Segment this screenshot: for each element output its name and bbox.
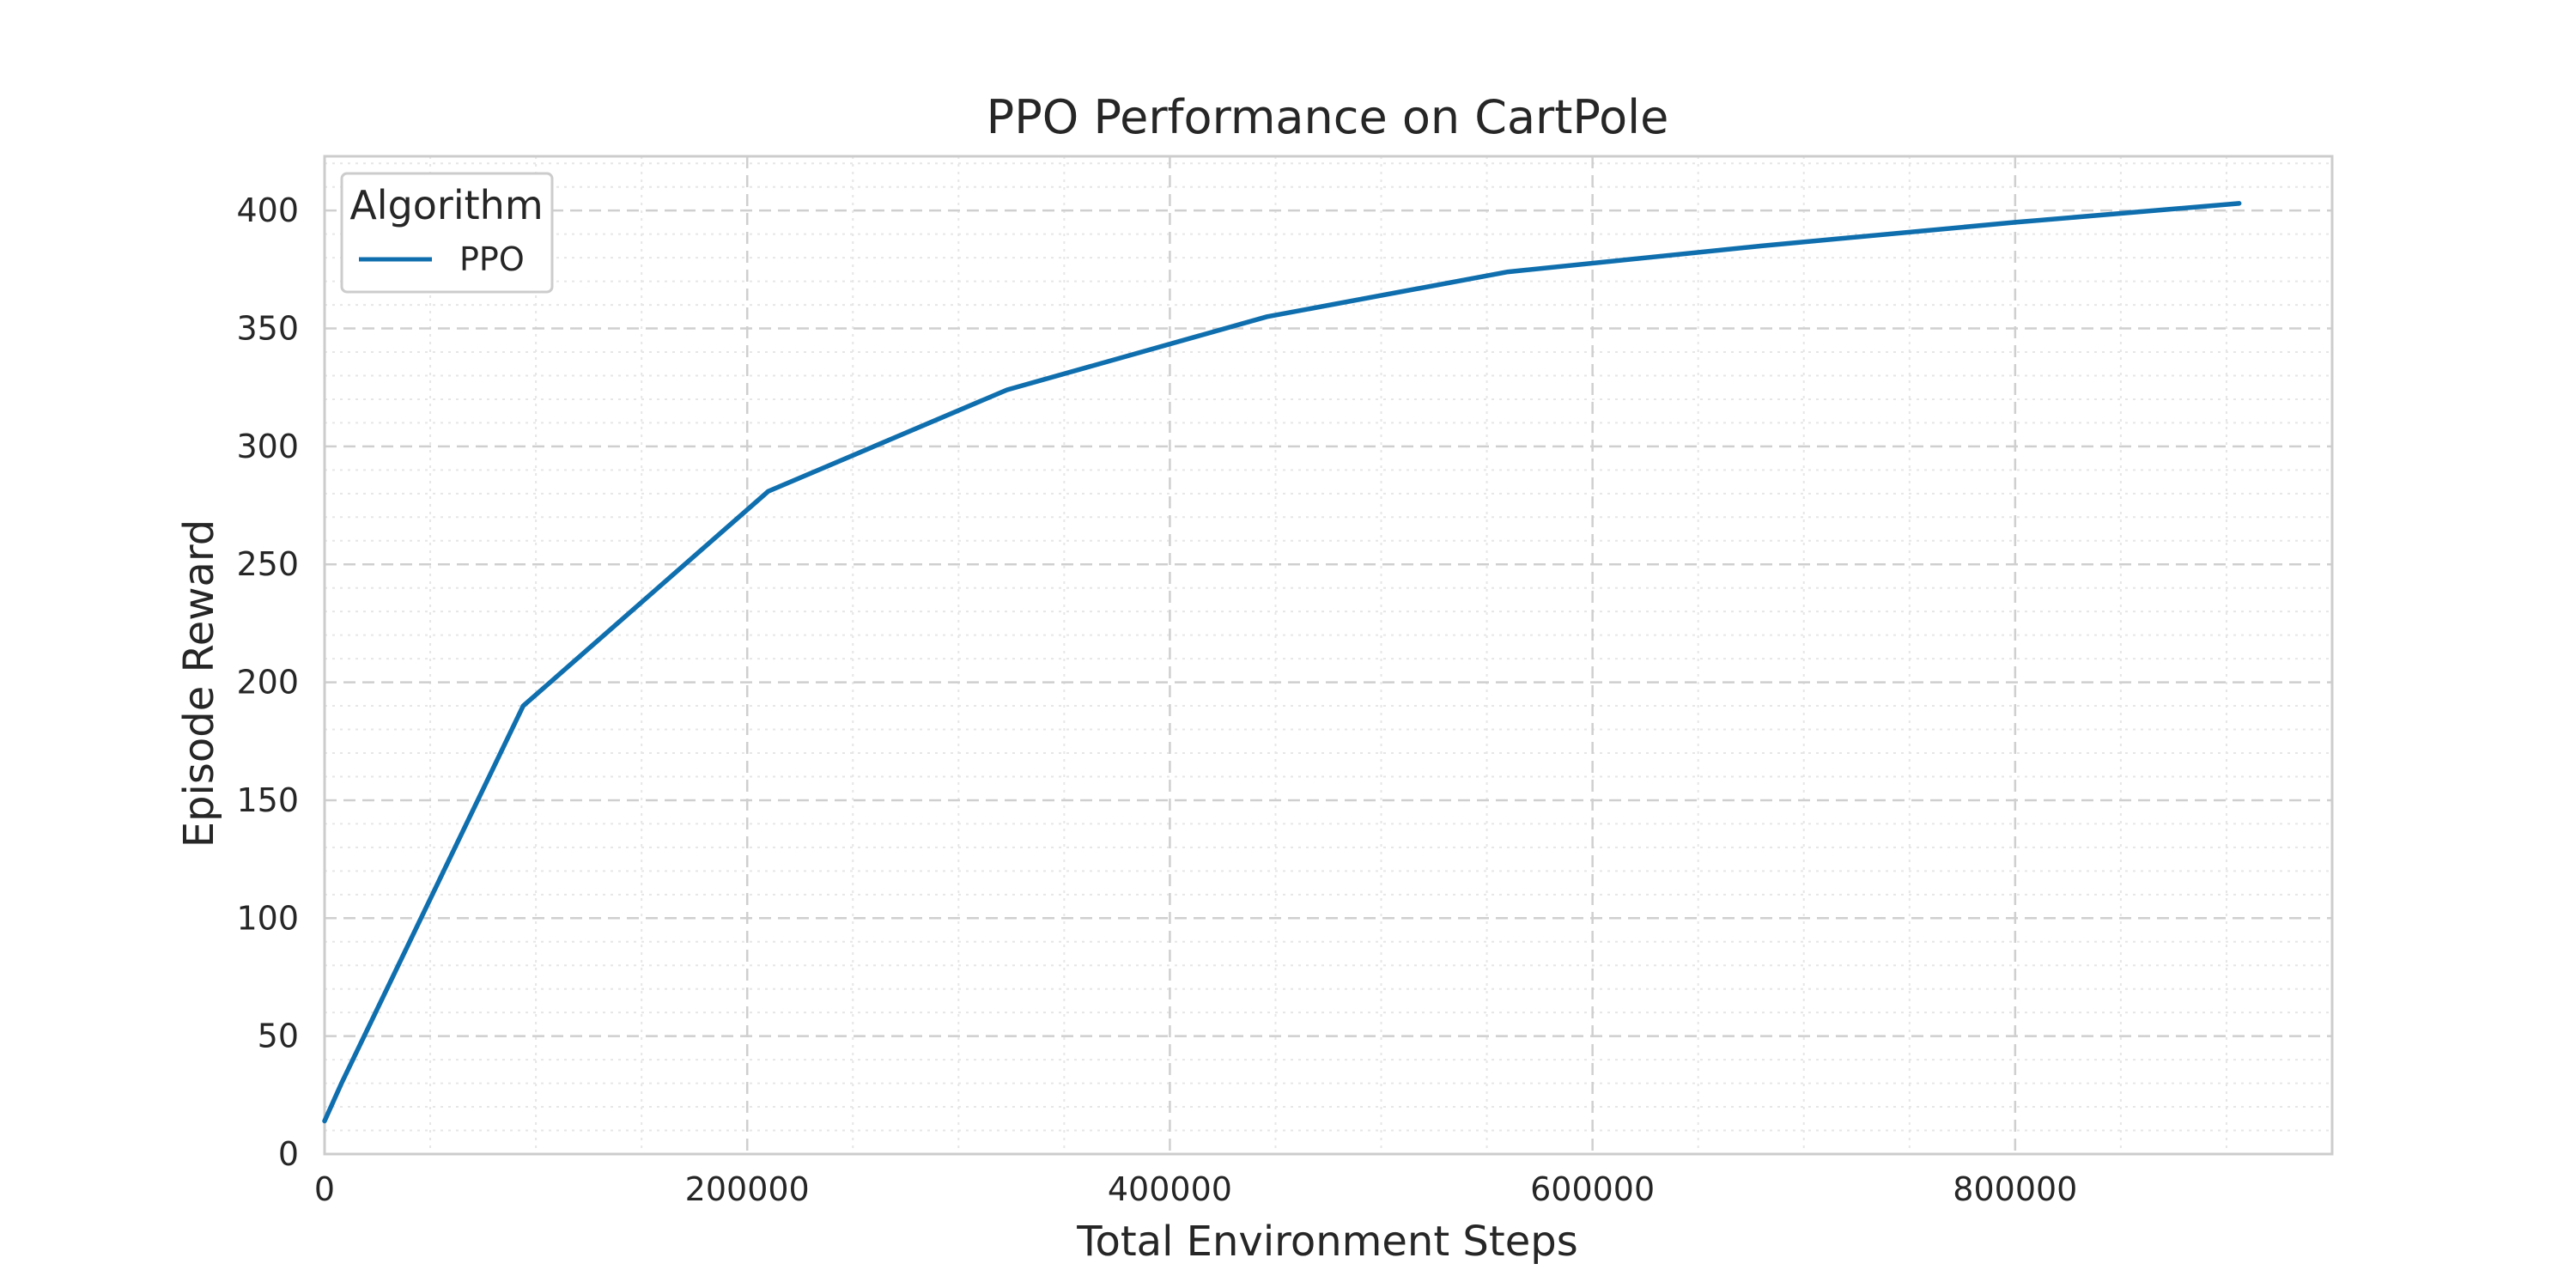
chart-title: PPO Performance on CartPole (987, 90, 1669, 144)
major-grid (325, 156, 2332, 1154)
x-axis-label: Total Environment Steps (1076, 1218, 1577, 1266)
x-tick-label: 200000 (685, 1170, 810, 1208)
y-tick-label: 150 (236, 781, 299, 819)
legend-label-ppo: PPO (459, 240, 525, 278)
series-layer (322, 201, 2242, 1124)
x-tick-label: 600000 (1530, 1170, 1655, 1208)
x-tick-label: 400000 (1108, 1170, 1232, 1208)
y-tick-label: 200 (236, 664, 299, 702)
x-tick-label: 800000 (1953, 1170, 2077, 1208)
minor-grid (325, 156, 2333, 1154)
y-tick-label: 250 (236, 545, 299, 583)
y-tick-label: 350 (236, 310, 299, 348)
y-tick-label: 100 (236, 899, 299, 937)
legend-box (340, 172, 554, 294)
y-tick-label: 0 (278, 1135, 299, 1173)
y-axis-label: Episode Reward (175, 519, 223, 848)
legend-title: Algorithm (349, 182, 543, 228)
y-axis-ticks: 0 50 100 150 200 250 300 350 400 (236, 191, 299, 1173)
x-axis-ticks: 0 200000 400000 600000 800000 (314, 1170, 2077, 1208)
series-line-ppo (322, 201, 2242, 1124)
legend: Algorithm PPO (340, 172, 554, 294)
y-tick-label: 300 (236, 428, 299, 465)
y-tick-label: 50 (258, 1018, 299, 1055)
x-tick-label: 0 (314, 1170, 335, 1208)
y-tick-label: 400 (236, 191, 299, 229)
plot-frame (323, 155, 2334, 1156)
